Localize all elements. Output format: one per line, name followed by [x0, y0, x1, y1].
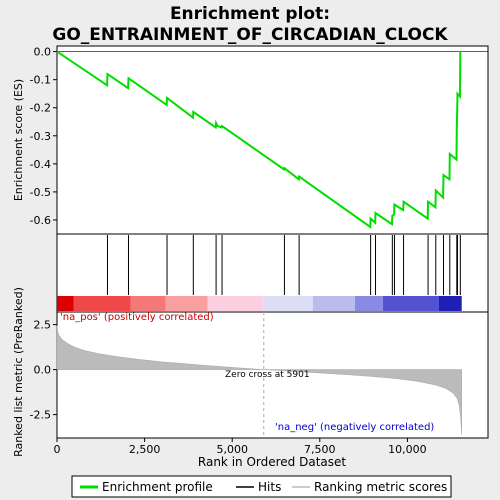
heat-bar-segment [438, 296, 462, 311]
legend-box [71, 475, 452, 498]
es-y-tick-label: -0.1 [30, 74, 51, 87]
zero-cross-label: Zero cross at 5901 [225, 370, 310, 380]
es-y-axis-label: Enrichment score (ES) [12, 79, 25, 201]
heat-bar-segment [207, 296, 264, 311]
heat-bar-segment [382, 296, 439, 311]
es-y-tick-label: -0.5 [30, 186, 51, 199]
x-axis-label: Rank in Ordered Dataset [198, 455, 346, 469]
es-panel: 0.0 -0.1 -0.2 -0.3 -0.4 -0.5 -0.6 [30, 46, 488, 229]
es-y-tick-label: -0.3 [30, 130, 51, 143]
heat-bar-segment [165, 296, 208, 311]
hits-panel [57, 235, 462, 311]
legend-hits-label: Hits [258, 480, 281, 494]
heat-bar-segment [73, 296, 131, 311]
heat-bar-segment [57, 296, 74, 311]
es-y-tick-label: -0.4 [30, 158, 51, 171]
x-tick-label: 5,000 [216, 443, 248, 456]
metric-y-tick-label: -2.5 [30, 409, 51, 422]
legend-enrichment-label: Enrichment profile [102, 480, 213, 494]
es-panel-frame [56, 45, 489, 235]
x-tick-label: 0 [54, 443, 61, 456]
metric-y-tick-label: 0.0 [34, 364, 52, 377]
chart-title-line2: GO_ENTRAINMENT_OF_CIRCADIAN_CLOCK [52, 25, 448, 45]
metric-y-axis-label: Ranked list metric (PreRanked) [12, 287, 25, 457]
heat-bar-segment [312, 296, 355, 311]
es-y-tick-label: 0.0 [34, 46, 52, 59]
positive-correlation-label: 'na_pos' (positively correlated) [60, 312, 214, 323]
chart-title-line1: Enrichment plot: [170, 4, 330, 24]
enrichment-profile-line [56, 50, 462, 229]
ranking-metric-area [56, 325, 462, 435]
metric-panel: 2.5 0.0 -2.5 [30, 312, 462, 438]
legend: Enrichment profile Hits Ranking metric s… [71, 475, 452, 498]
x-tick-label: 2,500 [129, 443, 161, 456]
x-tick-label: 10,000 [388, 443, 427, 456]
es-y-tick-label: -0.6 [30, 214, 51, 227]
heat-bar-segment [130, 296, 166, 311]
heat-bar-segment [263, 296, 313, 311]
legend-metric-label: Ranking metric scores [314, 480, 447, 494]
x-axis: 0 2,500 5,000 7,500 10,000 [54, 438, 427, 456]
negative-correlation-label: 'na_neg' (negatively correlated) [275, 422, 434, 433]
metric-y-tick-label: 2.5 [34, 319, 52, 332]
x-tick-label: 7,500 [304, 443, 336, 456]
es-y-tick-label: -0.2 [30, 102, 51, 115]
heat-bar-segment [354, 296, 383, 311]
